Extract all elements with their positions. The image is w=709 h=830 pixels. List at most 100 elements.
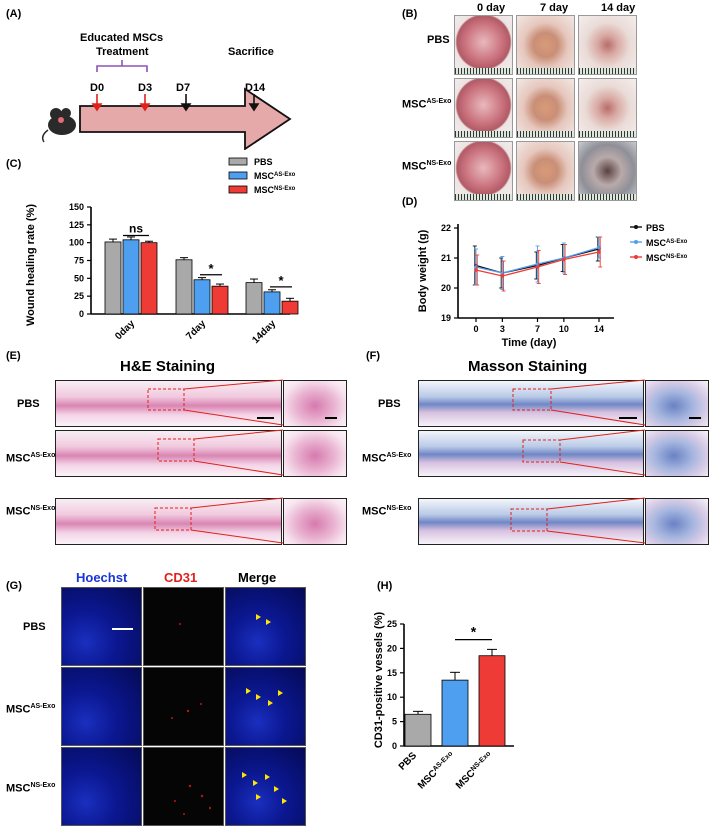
chart-h-sig-star: * xyxy=(471,624,477,640)
chart-h-ytick-label: 20 xyxy=(387,643,397,653)
chart-c-sig-ns: ns xyxy=(129,222,143,236)
chart-h-cat-ns: MSCNS-Exo xyxy=(454,750,495,791)
chart-c-ylabel: Wound healing rate (%) xyxy=(25,204,37,326)
row-label-pbs-e: PBS xyxy=(17,398,40,410)
chart-d-point xyxy=(474,268,478,272)
legend-marker-pbs-d xyxy=(634,225,638,229)
panel-label-f: (F) xyxy=(366,350,381,362)
panel-label-g: (G) xyxy=(6,580,22,592)
masson-roi-as xyxy=(522,439,561,463)
chart-d-ytick-label: 22 xyxy=(441,223,451,233)
panel-label-d: (D) xyxy=(402,196,418,208)
chart-c-bar xyxy=(140,242,158,315)
chart-c-sig-star: * xyxy=(208,261,214,276)
chart-d-ylabel: Body weight (g) xyxy=(417,229,429,312)
chart-d-ytick-label: 19 xyxy=(441,313,451,323)
wound-photo-ns-0d xyxy=(454,141,513,201)
legend-label-ns: MSCNS-Exo xyxy=(254,185,296,195)
chart-d-xtick-label: 14 xyxy=(594,324,604,334)
hoechst-image-pbs xyxy=(61,587,142,666)
legend-label-as: MSCAS-Exo xyxy=(254,171,296,181)
legend-marker-as-d xyxy=(634,240,638,244)
day-label-d7: D7 xyxy=(176,82,191,94)
chart-c-legend: PBS MSCAS-Exo MSCNS-Exo xyxy=(228,157,296,195)
chart-d-xlabel: Time (day) xyxy=(502,337,557,349)
row-label-ns-e: MSCNS-Exo xyxy=(6,505,56,518)
panel-label-h: (H) xyxy=(377,580,393,592)
col-cd31: CD31 xyxy=(164,570,198,585)
educated-label: Educated MSCs xyxy=(80,32,164,44)
chart-d-ytick-label: 21 xyxy=(441,253,451,263)
hoechst-image-ns xyxy=(61,747,142,826)
day-label-d14: D14 xyxy=(245,82,266,94)
chart-c-ytick-label: 25 xyxy=(74,291,84,301)
chart-d-point xyxy=(597,250,601,254)
cd31-image-pbs xyxy=(143,587,224,666)
col-0day: 0 day xyxy=(477,2,506,14)
row-label-as-b: MSCAS-Exo xyxy=(402,98,452,111)
chart-wound-healing: Wound healing rate (%) 0 25 50 75 100 125 150 0… xyxy=(25,157,299,346)
he-roi-as xyxy=(157,438,195,462)
day-label-d3: D3 xyxy=(138,82,153,94)
he-zoom-as xyxy=(283,430,347,477)
masson-roi-pbs xyxy=(512,388,552,411)
masson-section-pbs xyxy=(418,380,644,427)
legend-label-pbs-d: PBS xyxy=(646,223,665,233)
chart-c-ytick-label: 50 xyxy=(74,273,84,283)
chart-cd31-vessels: CD31-positive vessels (%) 0 5 10 15 20 25 * PB… xyxy=(373,612,514,791)
chart-h-bar xyxy=(478,655,506,747)
chart-h-ytick-label: 15 xyxy=(387,668,397,678)
wound-photo-pbs-0d xyxy=(454,15,513,75)
chart-c-sig-star: * xyxy=(278,273,284,288)
chart-c-bar xyxy=(175,259,193,315)
row-label-as-e: MSCAS-Exo xyxy=(6,452,56,465)
masson-annotations xyxy=(510,379,701,544)
he-roi-ns xyxy=(154,507,192,531)
chart-c-bar xyxy=(211,285,229,315)
col-7day: 7 day xyxy=(540,2,569,14)
chart-c-category-label: 7day xyxy=(184,318,208,342)
masson-zoom-pbs xyxy=(645,380,709,427)
col-hoechst: Hoechst xyxy=(76,570,128,585)
day-label-d0: D0 xyxy=(90,82,105,94)
chart-c-bar xyxy=(263,291,281,315)
treatment-bracket xyxy=(96,60,148,72)
chart-d-xtick-label: 10 xyxy=(559,324,569,334)
chart-c-ytick-label: 100 xyxy=(69,238,84,248)
chart-c-ytick-label: 125 xyxy=(69,220,84,230)
masson-staining-title: Masson Staining xyxy=(468,358,588,375)
timeline-diagram xyxy=(41,60,292,150)
col-merge: Merge xyxy=(238,570,277,585)
wound-photo-ns-14d xyxy=(578,141,637,201)
treatment-label: Treatment xyxy=(96,46,149,58)
col-14day: 14 day xyxy=(601,2,636,14)
merge-image-ns xyxy=(225,747,306,826)
legend-swatch-as xyxy=(228,171,248,180)
mouse-icon xyxy=(41,108,76,143)
row-label-pbs-g: PBS xyxy=(23,621,46,633)
chart-d-point xyxy=(500,274,505,278)
masson-zoom-ns xyxy=(645,498,709,545)
he-zoom-pbs xyxy=(283,380,347,427)
chart-h-bar xyxy=(441,679,469,747)
masson-roi-ns xyxy=(510,508,548,532)
sacrifice-label: Sacrifice xyxy=(228,46,274,58)
merge-image-as xyxy=(225,667,306,746)
chart-c-bar xyxy=(122,239,140,315)
chart-d-xtick-label: 0 xyxy=(473,324,478,334)
row-label-ns-b: MSCNS-Exo xyxy=(402,160,452,173)
cd31-image-ns xyxy=(143,747,224,826)
chart-c-bar xyxy=(245,282,263,315)
he-staining-title: H&E Staining xyxy=(120,358,216,375)
row-label-ns-g: MSCNS-Exo xyxy=(6,782,56,795)
chart-h-ylabel: CD31-positive vessels (%) xyxy=(373,612,385,749)
chart-c-bar xyxy=(104,241,122,315)
wound-photo-pbs-7d xyxy=(516,15,575,75)
chart-h-ytick-label: 10 xyxy=(387,692,397,702)
vessel-arrowheads xyxy=(242,614,287,804)
chart-c-bar xyxy=(281,300,299,315)
chart-d-ytick-label: 20 xyxy=(441,283,451,293)
chart-h-ytick-label: 0 xyxy=(392,741,397,751)
chart-body-weight: Body weight (g) Time (day) 19 20 21 22 0 3 7 10… xyxy=(417,223,688,349)
legend-swatch-ns xyxy=(228,185,248,194)
